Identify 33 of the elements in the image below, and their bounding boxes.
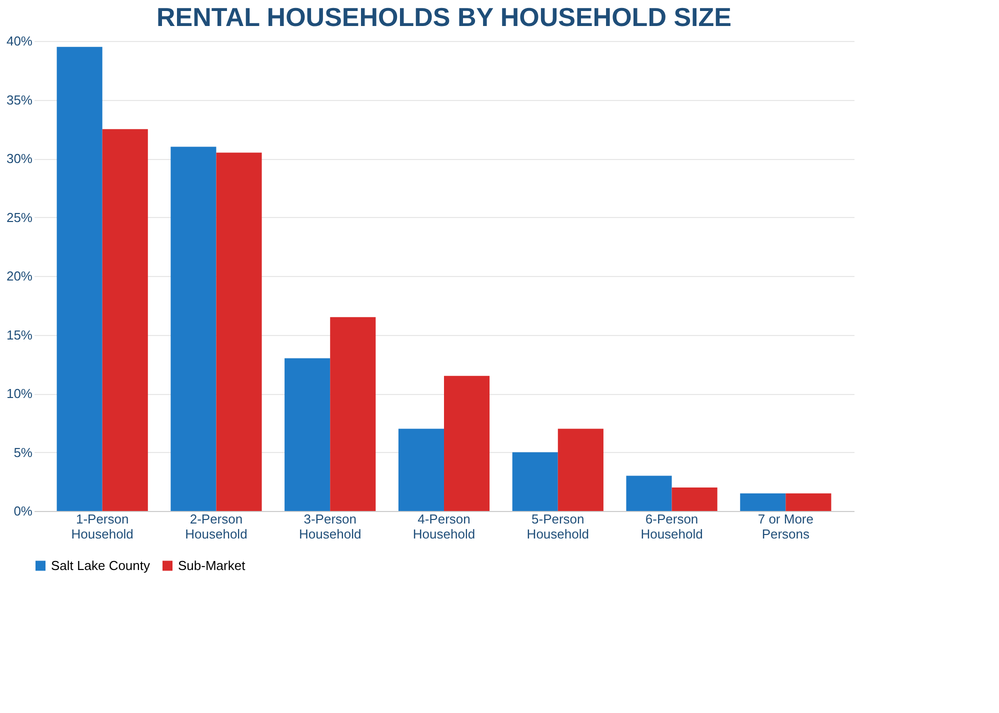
chart-title: RENTAL HOUSEHOLDS BY HOUSEHOLD SIZE (156, 2, 732, 32)
y-tick-label: 0% (14, 504, 33, 518)
bar (558, 428, 604, 511)
y-tick-label: 40% (6, 34, 33, 48)
bar (444, 376, 490, 511)
bar (56, 46, 102, 511)
y-tick-label: 5% (14, 444, 33, 460)
legend-label: Sub-Market (178, 558, 246, 573)
bar (512, 452, 558, 511)
x-tick-label: 4-Person Household (412, 512, 476, 542)
x-tick-label: 3-Person Household (299, 512, 362, 542)
bar (284, 358, 330, 511)
x-tick-label: 5-Person Household (526, 512, 589, 542)
bar (102, 129, 148, 511)
y-tick-label: 15% (6, 327, 33, 342)
y-tick-label: 25% (6, 210, 33, 225)
legend-label: Salt Lake County (51, 558, 151, 573)
bar (626, 476, 672, 511)
bar (398, 428, 444, 511)
bar (216, 152, 262, 511)
y-tick-label: 35% (6, 92, 33, 108)
bar (740, 493, 786, 511)
bar (786, 493, 832, 511)
y-tick-label: 30% (6, 151, 33, 166)
bar (170, 146, 216, 511)
bar (330, 317, 376, 511)
x-tick-label: 1-Person Household (71, 512, 134, 542)
y-tick-label: 20% (6, 268, 33, 284)
x-tick-label: 6-Person Household (640, 512, 703, 542)
x-tick-label: 2-Person Household (185, 512, 248, 542)
x-tick-label: 7 or More Persons (758, 512, 814, 542)
bar (672, 488, 718, 511)
y-tick-label: 10% (6, 386, 33, 401)
